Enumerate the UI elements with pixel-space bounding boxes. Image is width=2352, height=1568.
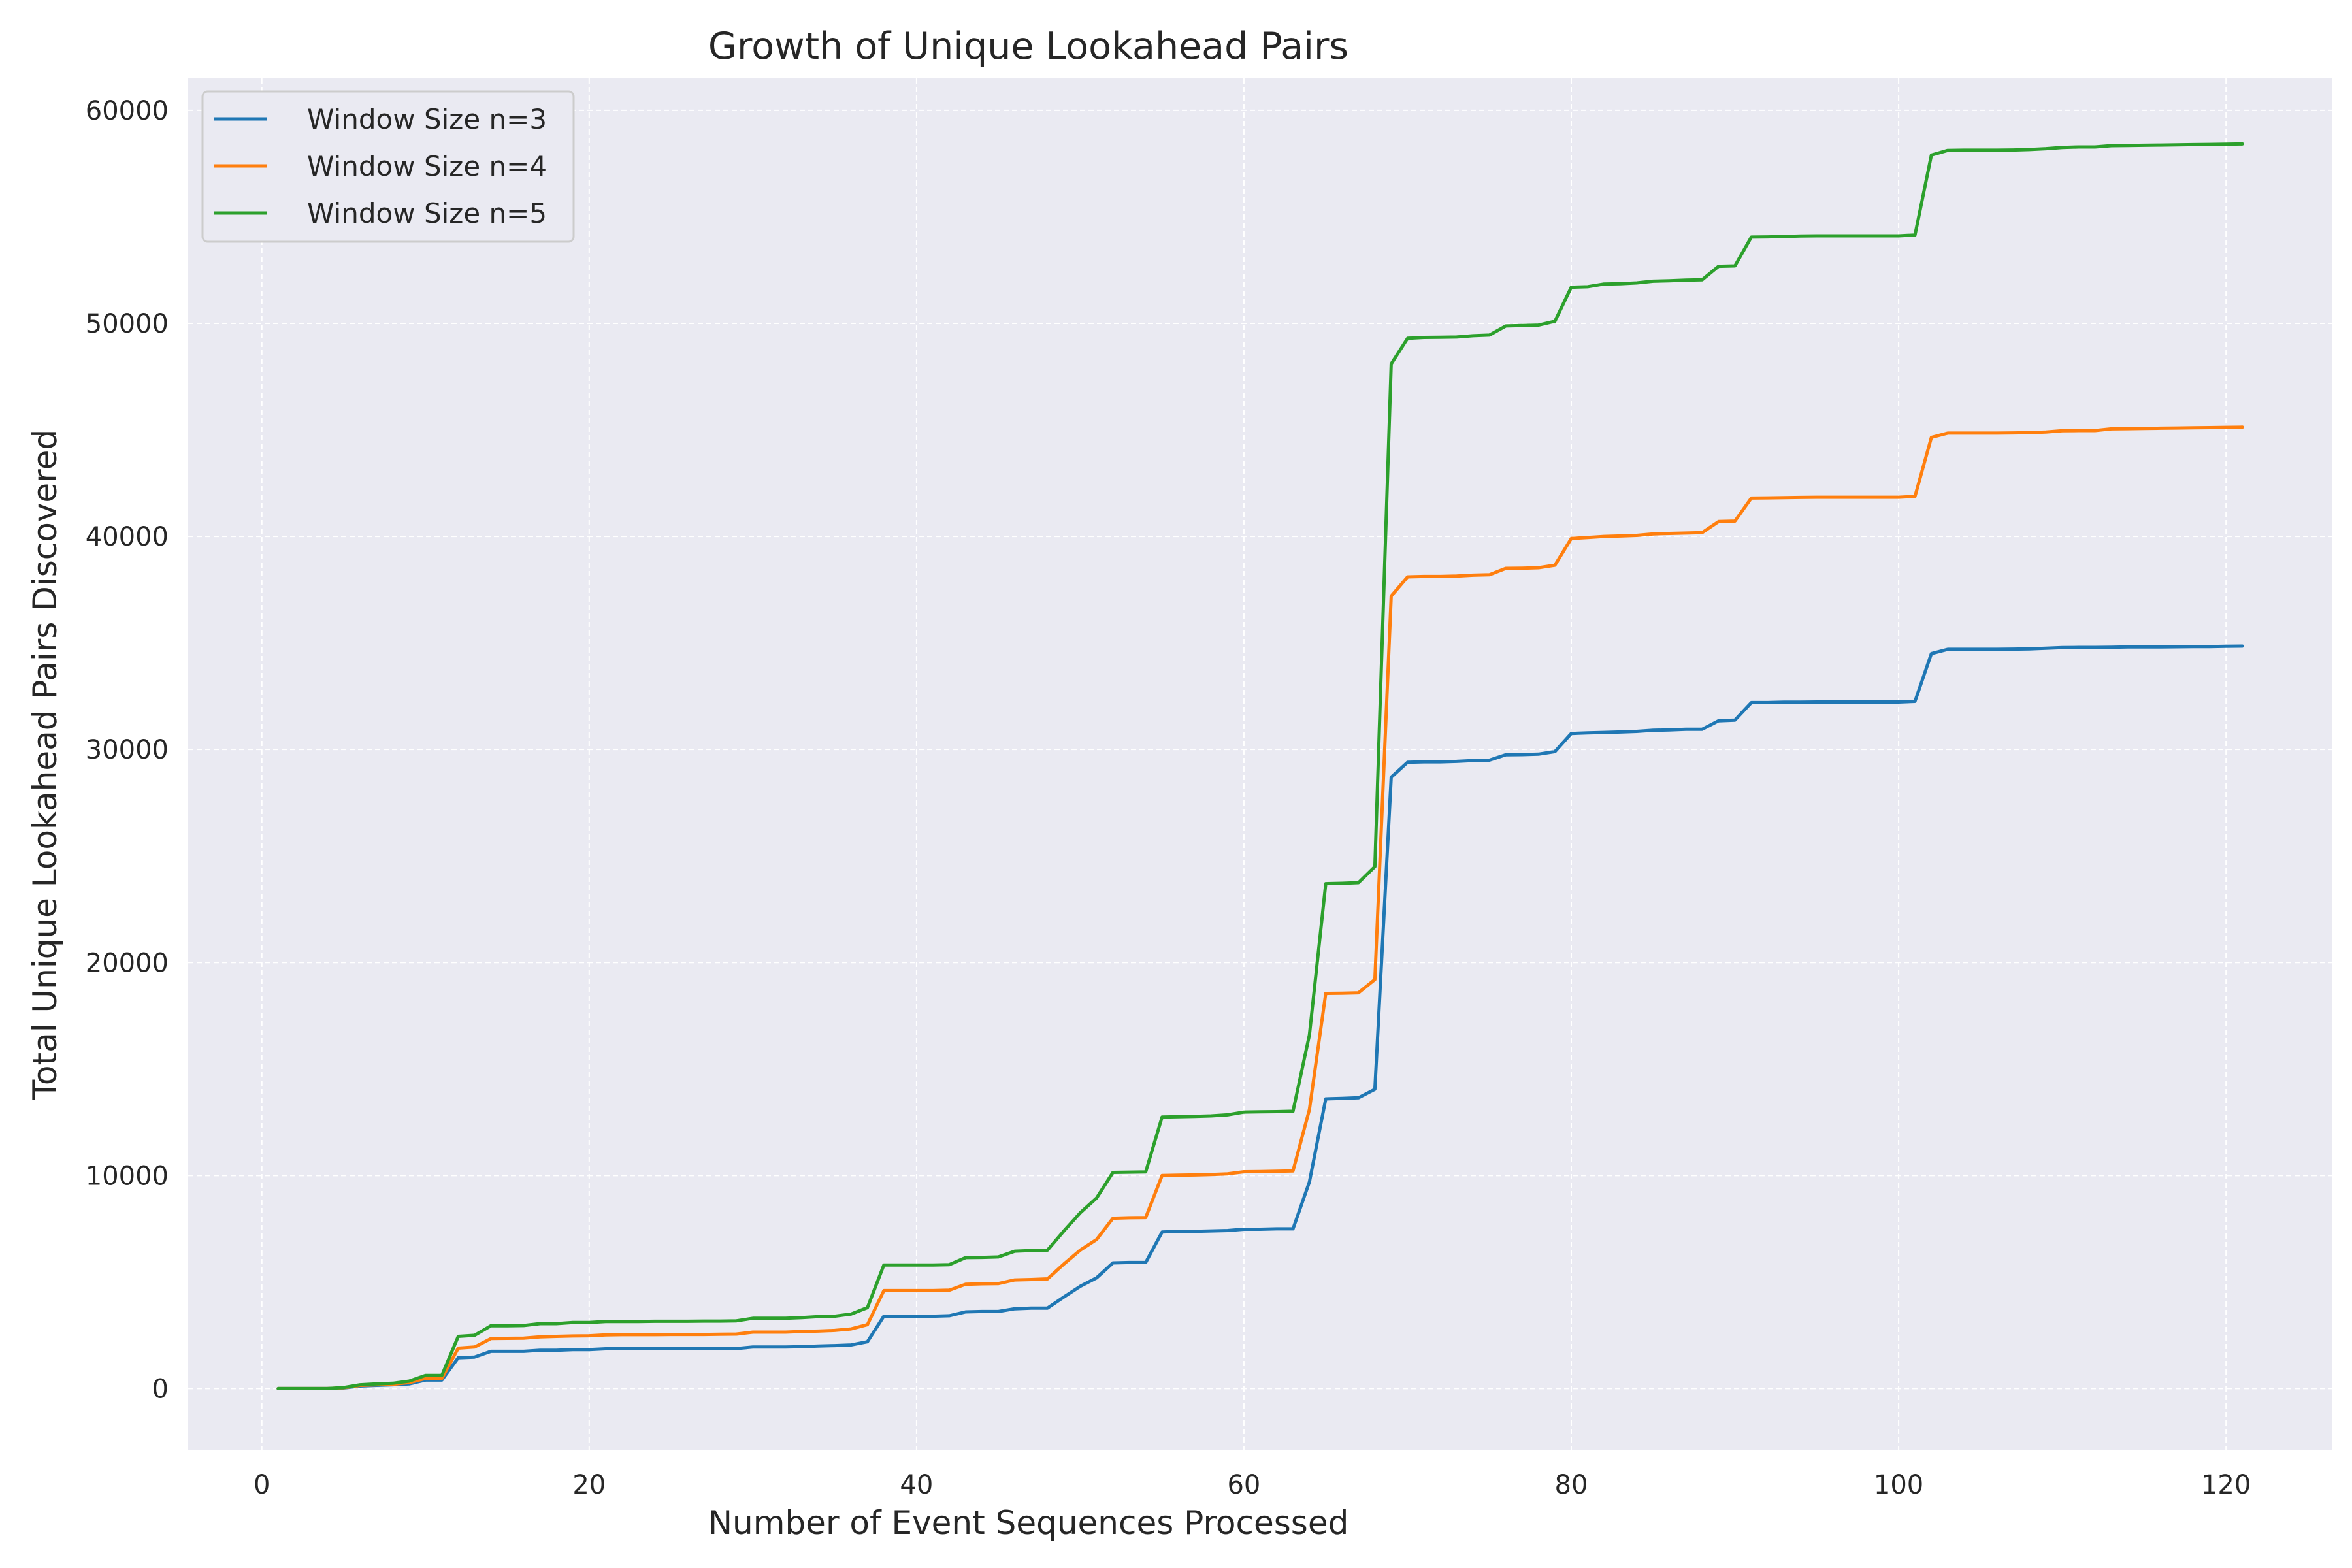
x-tick-label: 0 — [253, 1470, 270, 1500]
x-tick-label: 20 — [572, 1470, 606, 1500]
legend-box — [201, 90, 575, 243]
x-tick-labels: 0 20 40 60 80 100 120 — [253, 1470, 2251, 1500]
grid-lines — [188, 78, 2332, 1450]
series-line-3 — [276, 644, 2244, 1390]
y-tick-label: 60000 — [86, 96, 169, 126]
y-tick-label: 0 — [152, 1374, 169, 1404]
legend-label-n3: Window Size n=3 — [307, 103, 547, 135]
y-tick-label: 30000 — [86, 735, 169, 765]
y-tick-label: 10000 — [86, 1161, 169, 1191]
series-lines — [276, 142, 2244, 1390]
x-axis-label: Number of Event Sequences Processed — [708, 1504, 1349, 1542]
legend-label-n4: Window Size n=4 — [307, 150, 547, 182]
y-tick-label: 40000 — [86, 522, 169, 552]
plot-area — [188, 78, 2332, 1450]
y-tick-label: 50000 — [86, 309, 169, 339]
x-tick-label: 60 — [1227, 1470, 1260, 1500]
series-line-5 — [276, 142, 2244, 1390]
series-line-4 — [276, 425, 2244, 1390]
x-tick-label: 80 — [1555, 1470, 1588, 1500]
chart-title: Growth of Unique Lookahead Pairs — [708, 25, 1348, 68]
legend-entries: Window Size n=3 Window Size n=4 Window S… — [214, 103, 547, 229]
x-tick-label: 40 — [900, 1470, 933, 1500]
legend-label-n5: Window Size n=5 — [307, 197, 547, 229]
legend: Window Size n=3 Window Size n=4 Window S… — [201, 90, 575, 243]
x-tick-label: 120 — [2201, 1470, 2251, 1500]
y-tick-labels: 0 10000 20000 30000 40000 50000 60000 — [86, 96, 169, 1405]
y-axis-label: Total Unique Lookahead Pairs Discovered — [26, 429, 64, 1100]
x-tick-label: 100 — [1874, 1470, 1923, 1500]
y-tick-label: 20000 — [86, 948, 169, 978]
